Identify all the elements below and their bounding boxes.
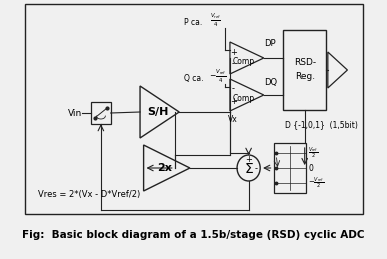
Text: $\frac{V_{ref}}{4}$: $\frac{V_{ref}}{4}$ [211, 11, 222, 28]
Text: $-\frac{V_{ref}}{2}$: $-\frac{V_{ref}}{2}$ [308, 176, 325, 191]
Text: Vin: Vin [68, 109, 82, 118]
Text: P ca.: P ca. [184, 18, 202, 26]
Bar [25, 4, 363, 214]
Text: Comp: Comp [232, 93, 254, 103]
Text: +: + [230, 47, 237, 56]
Text: Vres = 2*(Vx - D*Vref/2): Vres = 2*(Vx - D*Vref/2) [38, 191, 140, 199]
Text: RSD-: RSD- [294, 57, 316, 67]
Text: D {-1,0,1}  (1,5bit): D {-1,0,1} (1,5bit) [285, 120, 358, 130]
Bar [283, 30, 326, 110]
Text: Fig:  Basic block diagram of a 1.5b/stage (RSD) cyclic ADC: Fig: Basic block diagram of a 1.5b/stage… [22, 230, 365, 240]
Text: 2x: 2x [158, 163, 172, 173]
Bar [274, 143, 306, 193]
Text: Vx: Vx [228, 114, 238, 124]
Text: +: + [230, 97, 237, 105]
Text: -: - [254, 164, 257, 174]
Text: DQ: DQ [264, 77, 277, 87]
Text: $\frac{V_{ref}}{2}$: $\frac{V_{ref}}{2}$ [308, 146, 319, 161]
Text: $\Sigma$: $\Sigma$ [244, 162, 253, 176]
Text: -: - [232, 60, 235, 68]
Text: Reg.: Reg. [295, 71, 315, 81]
Text: DP: DP [264, 39, 276, 47]
Text: $-\frac{V_{ref}}{4}$: $-\frac{V_{ref}}{4}$ [209, 67, 226, 85]
Text: 0: 0 [308, 163, 313, 172]
Text: Comp: Comp [232, 56, 254, 66]
Text: Q ca.: Q ca. [184, 74, 203, 83]
Bar [91, 102, 111, 124]
Text: -: - [232, 84, 235, 93]
Text: S/H: S/H [147, 107, 168, 117]
Text: +: + [245, 155, 252, 163]
